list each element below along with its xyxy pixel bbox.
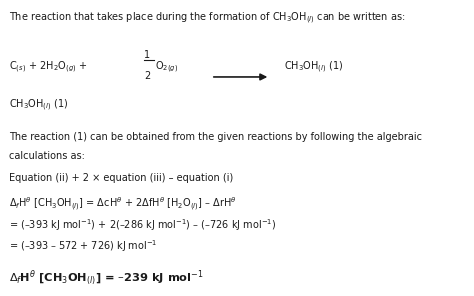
Text: 1: 1 xyxy=(144,50,150,60)
Text: The reaction (1) can be obtained from the given reactions by following the algeb: The reaction (1) can be obtained from th… xyxy=(9,132,421,142)
Text: calculations as:: calculations as: xyxy=(9,151,84,161)
Text: = (–393 – 572 + 726) kJ mol$^{-1}$: = (–393 – 572 + 726) kJ mol$^{-1}$ xyxy=(9,238,157,254)
Text: 2: 2 xyxy=(144,71,150,81)
Text: CH$_3$OH$_{(l)}$ (1): CH$_3$OH$_{(l)}$ (1) xyxy=(9,98,68,113)
Text: The reaction that takes place during the formation of CH$_3$OH$_{(l)}$ can be wr: The reaction that takes place during the… xyxy=(9,10,405,26)
Text: $\Delta_f$H$^\theta$ [CH$_3$OH$_{(l)}$] = –239 kJ mol$^{-1}$: $\Delta_f$H$^\theta$ [CH$_3$OH$_{(l)}$] … xyxy=(9,268,203,287)
Text: CH$_3$OH$_{(l)}$ (1): CH$_3$OH$_{(l)}$ (1) xyxy=(284,59,344,75)
Text: O$_{2(g)}$: O$_{2(g)}$ xyxy=(155,59,179,75)
Text: = (–393 kJ mol$^{-1}$) + 2(–286 kJ mol$^{-1}$) – (–726 kJ mol$^{-1}$): = (–393 kJ mol$^{-1}$) + 2(–286 kJ mol$^… xyxy=(9,218,276,233)
Text: $\Delta_f$H$^\theta$ [CH$_3$OH$_{(l)}$] = $\Delta$cH$^\theta$ + 2$\Delta$fH$^\th: $\Delta_f$H$^\theta$ [CH$_3$OH$_{(l)}$] … xyxy=(9,195,236,213)
Text: C$_{(s)}$ + 2H$_2$O$_{(g)}$ +: C$_{(s)}$ + 2H$_2$O$_{(g)}$ + xyxy=(9,59,87,75)
Text: Equation (ii) + 2 × equation (iii) – equation (i): Equation (ii) + 2 × equation (iii) – equ… xyxy=(9,173,233,183)
